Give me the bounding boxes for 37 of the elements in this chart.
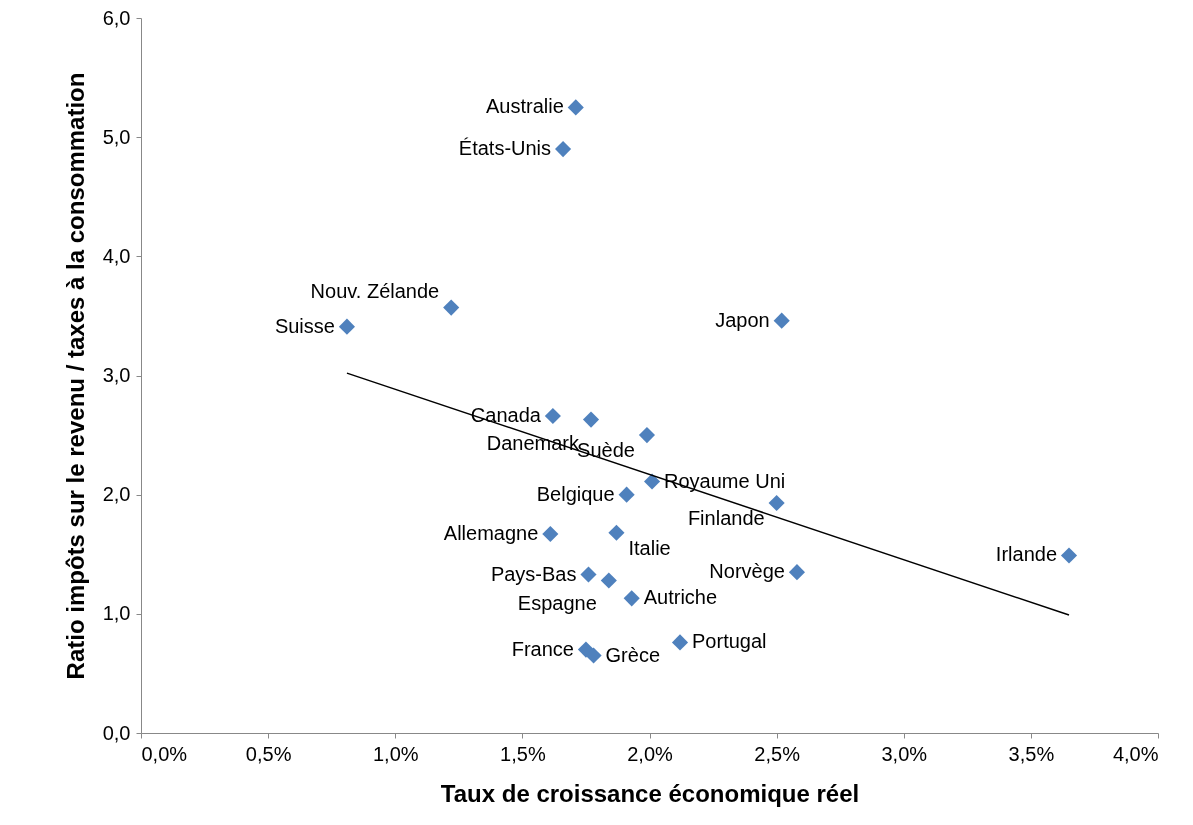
annotation: Espagne <box>517 592 597 615</box>
annotation: Autriche <box>643 586 718 609</box>
annotation: Royaume Uni <box>664 469 786 492</box>
x-tick-label: 3,0% <box>881 742 928 765</box>
annotation: États-Unis <box>458 137 552 160</box>
y-tick-label: 4,0 <box>102 244 131 267</box>
y-tick-label: 5,0 <box>102 125 131 148</box>
x-tick-label: 4,0% <box>1112 742 1159 765</box>
annotation: Suisse <box>274 314 335 337</box>
annotation: Pays-Bas <box>490 562 577 585</box>
x-tick-label: 2,5% <box>754 742 801 765</box>
annotation: Japon <box>715 308 770 331</box>
y-axis-title: Ratio impôts sur le revenu / taxes à la consommation <box>61 72 89 680</box>
y-tick-label: 3,0 <box>102 364 131 386</box>
annotation: France <box>511 637 574 660</box>
annotation: Grèce <box>605 643 661 666</box>
x-tick-label: 0,5% <box>245 742 292 765</box>
x-tick-label: 0,0% <box>141 742 188 765</box>
annotation: Irlande <box>995 543 1058 566</box>
y-tick-label: 6,0 <box>102 6 131 29</box>
annotation: Norvège <box>709 560 785 583</box>
y-tick-label: 2,0 <box>102 483 131 506</box>
x-tick-label: 3,5% <box>1008 742 1055 765</box>
x-tick-label: 1,0% <box>372 742 419 765</box>
annotation: Allemagne <box>443 521 539 544</box>
annotation: Italie <box>628 536 671 559</box>
annotation: Portugal <box>692 630 767 653</box>
annotation: Belgique <box>536 482 615 505</box>
x-axis-title: Taux de croissance économique réel <box>440 779 860 807</box>
y-tick-label: 0,0 <box>102 721 131 744</box>
annotation: Nouv. Zélande <box>310 279 440 302</box>
annotation: Canada <box>470 404 542 427</box>
annotation: Australie <box>485 95 564 118</box>
y-tick-label: 1,0 <box>102 602 131 625</box>
x-tick-label: 2,0% <box>627 742 674 765</box>
x-tick-label: 1,5% <box>500 742 546 765</box>
annotation: Finlande <box>687 507 765 530</box>
